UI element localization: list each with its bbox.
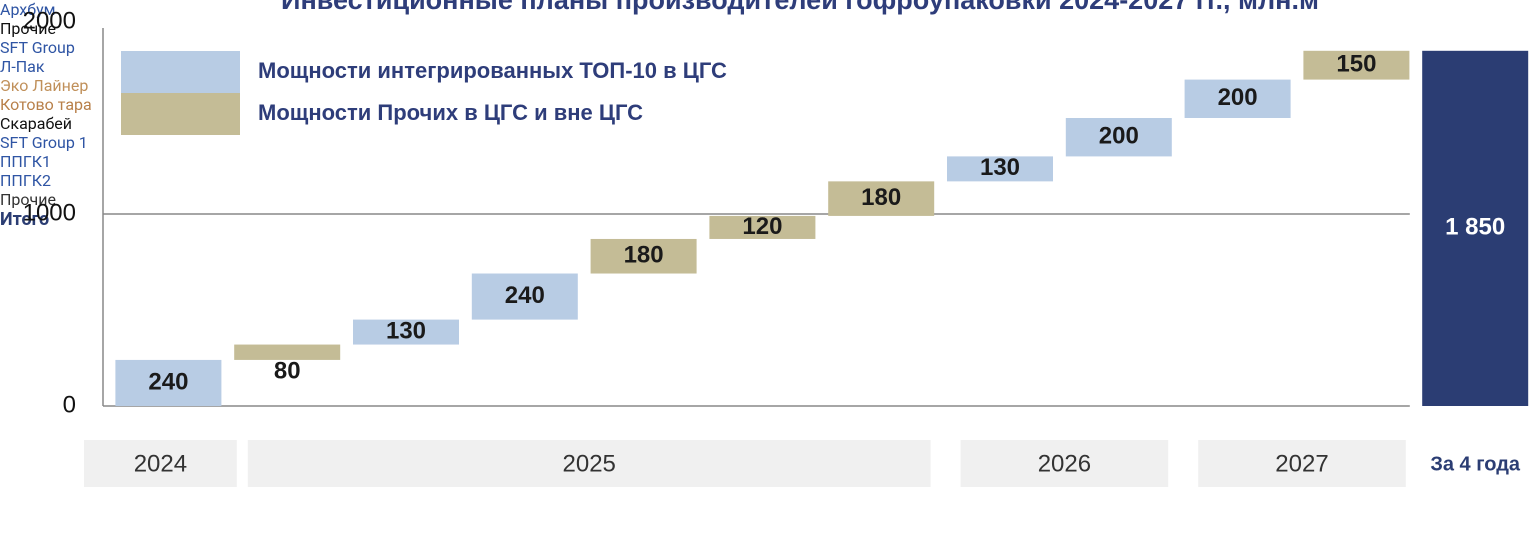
x-tick-label: Прочие [0, 190, 56, 209]
year-band [1198, 440, 1406, 487]
value-label: 130 [980, 154, 1020, 181]
value-label: 200 [1218, 84, 1258, 111]
value-label: 240 [505, 282, 545, 309]
bar [234, 344, 341, 360]
x-tick-label: SFT Group [0, 38, 75, 57]
bar [947, 156, 1053, 182]
value-label: 130 [386, 317, 426, 344]
bar [115, 359, 222, 406]
year-label: За 4 года [1430, 453, 1521, 475]
legend-swatch [121, 93, 240, 135]
bar [1184, 79, 1291, 118]
chart-title: Инвестиционные планы производителей гофр… [281, 0, 1319, 15]
value-label: 150 [1336, 51, 1376, 78]
x-tick-label: ППГК2 [0, 171, 51, 190]
legend-label: Мощности Прочих в ЦГС и вне ЦГС [258, 100, 643, 125]
bar [1065, 118, 1172, 157]
x-tick-label: Эко Лайнер [0, 76, 89, 95]
x-tick-label: ППГК1 [0, 152, 51, 171]
legend-label: Мощности интегрированных ТОП-10 в ЦГС [258, 58, 727, 83]
x-tick-label: Котово тара [0, 95, 92, 114]
x-tick-label: Л-Пак [0, 57, 45, 76]
year-label: 2026 [1038, 450, 1091, 477]
x-tick-label: Прочие [0, 19, 56, 38]
x-tick-label: Итого [0, 209, 50, 230]
y-tick-label: 1000 [23, 199, 76, 226]
value-label: 180 [624, 242, 664, 269]
bar [353, 319, 459, 345]
year-band [84, 440, 237, 487]
bar [471, 273, 578, 320]
x-tick-label: SFT Group 1 [0, 133, 88, 152]
bar [709, 215, 816, 239]
x-tick-label: Скарабей [0, 114, 73, 133]
year-label: 2027 [1275, 450, 1328, 477]
value-label: 200 [1099, 123, 1139, 150]
total-bar [1422, 50, 1529, 407]
bar [1303, 50, 1410, 80]
value-label: 240 [148, 368, 188, 395]
value-label: 120 [742, 213, 782, 240]
y-tick-label: 2000 [23, 7, 76, 34]
value-label: 80 [274, 357, 301, 384]
bar [828, 181, 935, 216]
legend-swatch [121, 51, 240, 93]
value-label: 1 850 [1445, 214, 1505, 241]
bar [590, 238, 697, 274]
year-band [247, 440, 931, 487]
year-label: 2024 [134, 450, 187, 477]
year-label: 2025 [563, 450, 616, 477]
x-tick-label: Архбум [0, 0, 56, 19]
year-band [960, 440, 1169, 487]
value-label: 180 [861, 184, 901, 211]
y-tick-label: 0 [63, 391, 76, 418]
